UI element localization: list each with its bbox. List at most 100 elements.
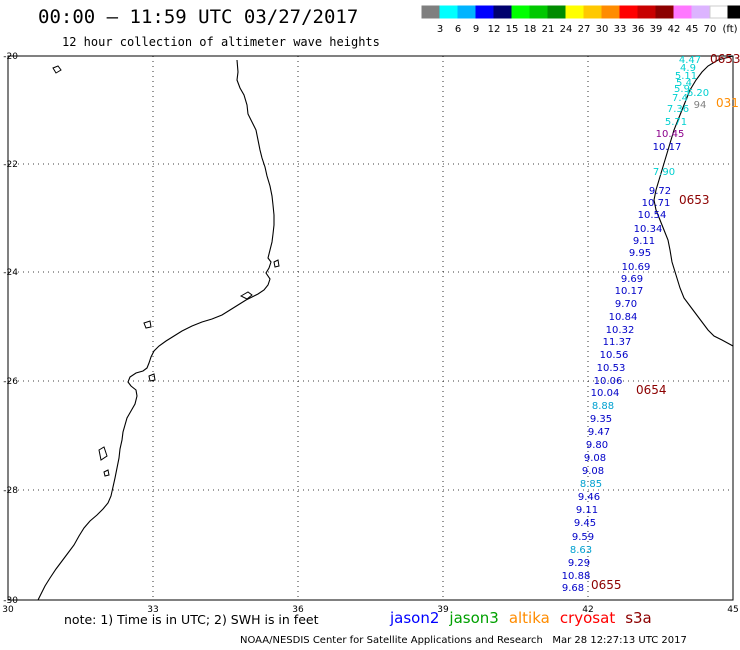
colorbar-label: 24 xyxy=(560,24,573,35)
island-coast-e xyxy=(103,469,110,477)
wave-height-value: 10.71 xyxy=(642,198,671,209)
satellite-altika: altika xyxy=(508,609,550,627)
satellite-jason3: jason3 xyxy=(449,609,499,627)
colorbar-swatch xyxy=(727,5,740,19)
satellite-jason2: jason2 xyxy=(390,609,440,627)
wave-height-value: 7.90 xyxy=(653,167,675,178)
island-coast-c xyxy=(148,373,156,382)
map-frame xyxy=(7,55,734,601)
satellite-cryosat: cryosat xyxy=(559,609,616,627)
wave-height-value: 10.56 xyxy=(600,350,629,361)
y-tick-label: -30 xyxy=(3,596,18,606)
track-id-label: 0653 xyxy=(679,193,710,207)
wave-height-value: 9.11 xyxy=(633,236,655,247)
wave-height-value: 10.34 xyxy=(634,224,663,235)
colorbar-label: 6 xyxy=(455,24,461,35)
coastline-west xyxy=(37,59,275,601)
colorbar-label: 39 xyxy=(650,24,663,35)
wave-height-value: 9.59 xyxy=(572,532,594,543)
x-tick-label: 42 xyxy=(582,605,593,615)
wave-height-value: 10.17 xyxy=(615,286,644,297)
wave-height-value: 5.71 xyxy=(665,117,687,128)
colorbar-label: 30 xyxy=(596,24,609,35)
x-tick-label: 30 xyxy=(2,605,14,615)
colorbar-label: 12 xyxy=(488,24,501,35)
map-title: 00:00 — 11:59 UTC 03/27/2017 xyxy=(38,6,359,28)
track-id-label: 031 xyxy=(716,96,739,110)
island-north xyxy=(52,65,62,74)
x-tick-label: 36 xyxy=(292,605,304,615)
x-tick-label: 39 xyxy=(437,605,449,615)
wave-height-value: 9.72 xyxy=(649,186,671,197)
wave-height-value: 9.08 xyxy=(584,453,606,464)
wave-height-value: 9.68 xyxy=(562,583,584,594)
colorbar-label: 15 xyxy=(506,24,519,35)
wave-height-value: 7.4 xyxy=(672,93,688,104)
wave-height-value: 9.35 xyxy=(590,414,612,425)
y-tick-label: -20 xyxy=(3,52,18,62)
colorbar-label: 45 xyxy=(686,24,699,35)
satellite-legend: jason2 jason3 altika cryosat s3a xyxy=(390,609,662,627)
color-legend: 3 6 9 12 15 18 21 24 27 30 33 36 39 42 45 70 (ft) xyxy=(421,5,740,35)
satellite-s3a: s3a xyxy=(625,609,652,627)
wave-height-value: 4.9 xyxy=(680,63,696,74)
wave-height-value: 10.84 xyxy=(609,312,638,323)
wave-height-value: 8.63 xyxy=(570,545,592,556)
y-tick-label: -24 xyxy=(3,268,18,278)
island-coast-f xyxy=(273,259,280,268)
wave-height-value: 10.32 xyxy=(606,325,635,336)
wave-height-value: 7.36 xyxy=(667,104,689,115)
wave-height-value: 4.47 xyxy=(679,55,701,66)
footer-credits: NOAA/NESDIS Center for Satellite Applica… xyxy=(240,635,687,646)
y-tick-label: -22 xyxy=(3,160,18,170)
wave-height-value: 9.70 xyxy=(615,299,637,310)
island-coast-b xyxy=(143,320,152,329)
colorbar-label: 18 xyxy=(524,24,537,35)
map-subtitle: 12 hour collection of altimeter wave hei… xyxy=(62,35,380,49)
wave-height-value: 10.17 xyxy=(653,142,682,153)
wave-height-value: 10.88 xyxy=(562,571,591,582)
colorbar-label: 33 xyxy=(614,24,627,35)
colorbar-label: 3 xyxy=(437,24,443,35)
colorbar-unit: (ft) xyxy=(722,24,737,35)
wave-height-value: 9.11 xyxy=(576,505,598,516)
colorbar-label: 36 xyxy=(632,24,645,35)
wave-height-value: 94 xyxy=(694,100,707,111)
wave-height-value: 9.80 xyxy=(586,440,608,451)
wave-height-value: 9.69 xyxy=(621,274,643,285)
wave-height-value: 9.08 xyxy=(582,466,604,477)
wave-height-value: 8.85 xyxy=(580,479,602,490)
x-tick-label: 45 xyxy=(727,605,738,615)
wave-height-value: 6.20 xyxy=(687,88,709,99)
wave-height-value: 9.29 xyxy=(568,558,590,569)
wave-height-value: 9.46 xyxy=(578,492,600,503)
track-labels: 0653 031 0653 0654 0655 xyxy=(591,52,740,592)
island-coast-d xyxy=(98,446,108,461)
wave-height-value: 5.4 xyxy=(676,78,692,89)
footer-note: note: 1) Time is in UTC; 2) SWH is in fe… xyxy=(64,612,319,627)
colorbar-label: 42 xyxy=(668,24,681,35)
x-tick-label: 33 xyxy=(147,605,158,615)
track-id-label: 0653 xyxy=(710,52,740,66)
island-coast-a xyxy=(239,291,253,300)
track-id-label: 0654 xyxy=(636,383,667,397)
y-tick-label: -28 xyxy=(3,486,18,496)
wave-height-value: 11.37 xyxy=(603,337,632,348)
coastline-east xyxy=(653,55,734,347)
track-id-label: 0655 xyxy=(591,578,622,592)
colorbar-label: 9 xyxy=(473,24,479,35)
wave-height-value: 9.95 xyxy=(629,248,651,259)
wave-height-value: 5.9 xyxy=(674,84,690,95)
wave-height-value: 9.47 xyxy=(588,427,610,438)
colorbar-label: 27 xyxy=(578,24,591,35)
wave-height-value: 10.69 xyxy=(622,262,651,273)
wave-height-value: 10.04 xyxy=(591,388,620,399)
axis-ticks: 30 33 36 39 42 45 -20 -22 -24 -26 -28 -30 xyxy=(2,52,738,615)
y-tick-label: -26 xyxy=(3,377,18,387)
wave-height-value: 10.45 xyxy=(656,129,685,140)
colorbar-label: 70 xyxy=(704,24,717,35)
colorbar-label: 21 xyxy=(542,24,555,35)
wave-height-value: 9.45 xyxy=(574,518,596,529)
